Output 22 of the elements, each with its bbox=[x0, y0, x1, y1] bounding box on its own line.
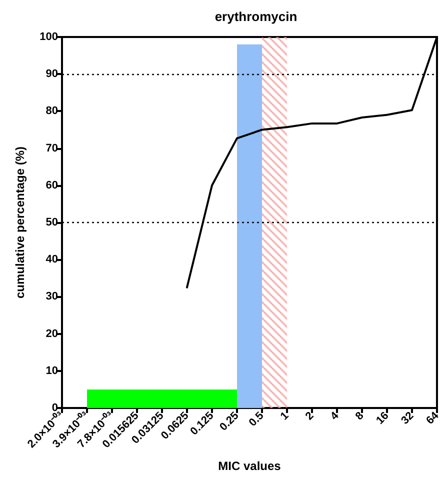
y-tick-label: 80 bbox=[46, 105, 58, 118]
y-axis-title: cumulative percentage (%) bbox=[13, 146, 27, 299]
y-tick-label: 100 bbox=[40, 31, 58, 43]
x-axis-title: MIC values bbox=[218, 459, 282, 473]
y-tick-label: 20 bbox=[46, 328, 58, 340]
y-tick-label: 60 bbox=[46, 179, 58, 192]
x-tick-label: 1 bbox=[278, 410, 292, 423]
y-tick-label: 70 bbox=[46, 142, 58, 154]
x-tick-label: 8 bbox=[353, 410, 366, 423]
x-tick-label: 4 bbox=[328, 409, 342, 423]
y-tick-label: 90 bbox=[46, 68, 58, 80]
y-tick-label: 50 bbox=[46, 216, 58, 228]
x-tick-label: 64 bbox=[424, 409, 442, 427]
x-tick-label: 32 bbox=[399, 410, 416, 427]
x-tick-label: 2 bbox=[303, 410, 316, 423]
y-tick-label: 10 bbox=[46, 364, 58, 377]
y-tick-label: 40 bbox=[46, 254, 58, 266]
y-tick-label: 30 bbox=[46, 290, 58, 303]
chart-title: erythromycin bbox=[214, 9, 298, 24]
x-tick-label: 16 bbox=[374, 410, 392, 427]
x-tick-label: 0.25 bbox=[218, 410, 242, 434]
x-tick-label: 0.5 bbox=[246, 410, 266, 430]
